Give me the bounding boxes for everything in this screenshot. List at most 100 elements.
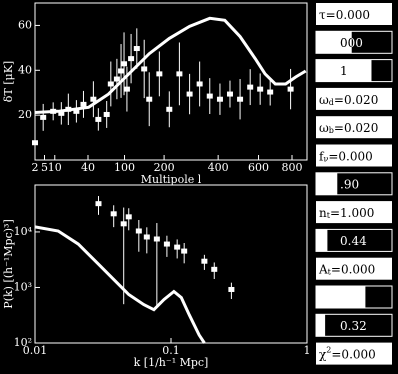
slider[interactable]: 0.44 xyxy=(315,228,393,252)
slider[interactable]: 1 xyxy=(315,59,393,83)
data-point xyxy=(32,140,38,146)
subscript: t xyxy=(327,211,331,220)
x-tick-label: 40 xyxy=(81,161,95,174)
data-point xyxy=(163,241,170,247)
data-point xyxy=(58,110,65,116)
data-point xyxy=(156,71,163,77)
slider[interactable] xyxy=(315,285,393,309)
parameter-field[interactable]: χ2=0.000 xyxy=(316,342,392,365)
data-point xyxy=(73,108,80,114)
value: =0.020 xyxy=(334,121,378,135)
parameter-field[interactable]: fν=0.000 xyxy=(316,144,392,167)
data-point xyxy=(211,266,218,272)
data-point xyxy=(226,91,233,97)
x-tick-label: 800 xyxy=(281,161,302,174)
x-tick-label: 1 xyxy=(304,344,311,357)
x-tick-label: 600 xyxy=(248,161,269,174)
parameter-field[interactable]: nt=1.000 xyxy=(316,201,392,224)
slider[interactable]: 0.32 xyxy=(315,313,393,337)
y-tick-label: 10⁴ xyxy=(14,225,33,238)
data-point xyxy=(267,89,274,95)
parameter-label: τ=0.000 xyxy=(319,8,370,22)
data-point xyxy=(113,76,120,82)
field-box xyxy=(316,257,392,280)
parameter-field[interactable]: At=0.000 xyxy=(316,257,392,280)
parameter-field[interactable]: ωd=0.020 xyxy=(316,87,392,110)
slider-value: 0.32 xyxy=(340,319,367,333)
parameter-label: ωb=0.020 xyxy=(319,121,378,136)
symbol: ω xyxy=(319,121,329,135)
subscript: d xyxy=(329,98,334,107)
slider-fill xyxy=(316,286,366,308)
symbol: χ xyxy=(319,347,327,361)
symbol: A xyxy=(318,262,328,276)
plot-frame xyxy=(34,2,308,161)
value: =0.000 xyxy=(331,347,375,361)
parameter-label: fν=0.000 xyxy=(319,149,373,164)
data-point xyxy=(181,248,188,254)
data-point xyxy=(65,106,72,112)
x-tick-label: 100 xyxy=(114,161,135,174)
data-point xyxy=(146,96,153,102)
data-point xyxy=(123,86,130,92)
y-tick-label: 10² xyxy=(14,336,32,349)
slider-fill xyxy=(316,59,372,82)
data-point xyxy=(257,86,264,92)
data-point xyxy=(186,91,193,97)
x-axis-label: Multipole l xyxy=(141,173,202,186)
data-point xyxy=(176,71,183,77)
data-point xyxy=(40,114,47,120)
x-tick-label: 10 xyxy=(48,161,62,174)
value: =0.020 xyxy=(334,92,378,106)
data-point xyxy=(50,108,57,114)
control-panel: τ=0.0000001ωd=0.020ωb=0.020fν=0.000.90nt… xyxy=(315,3,393,365)
x-tick-label: 5 xyxy=(41,161,48,174)
data-point xyxy=(95,201,102,207)
data-point xyxy=(133,46,140,52)
data-point xyxy=(95,116,102,122)
slider-value: 000 xyxy=(340,36,363,50)
value: =0.000 xyxy=(331,262,375,276)
data-point xyxy=(247,84,254,90)
data-point xyxy=(196,81,203,87)
data-point xyxy=(120,221,127,227)
y-axis-label: δT [μK] xyxy=(2,61,15,102)
data-point xyxy=(143,234,150,240)
parameter-field[interactable]: ωb=0.020 xyxy=(316,116,392,139)
field-box xyxy=(316,3,392,25)
symbol: f xyxy=(319,149,325,163)
parameter-field[interactable]: τ=0.000 xyxy=(316,3,392,25)
symbol: ω xyxy=(319,92,329,106)
field-box xyxy=(316,116,392,139)
data-point xyxy=(125,214,132,220)
slider-fill xyxy=(316,31,352,54)
symbol: τ=0.000 xyxy=(319,8,370,22)
data-point xyxy=(110,211,117,217)
slider-value: .90 xyxy=(340,177,359,191)
data-point xyxy=(237,96,244,102)
data-point xyxy=(228,286,235,292)
y-axis-label: P(k) [(h⁻¹Mpc)³] xyxy=(2,219,15,309)
data-point xyxy=(103,111,110,117)
x-tick-label: 400 xyxy=(208,161,229,174)
subscript: ν xyxy=(323,155,328,164)
slider[interactable]: 000 xyxy=(315,30,393,54)
data-point xyxy=(121,61,128,67)
x-tick-label: 0.01 xyxy=(23,344,48,357)
data-point xyxy=(128,56,135,62)
superscript: 2 xyxy=(326,346,331,355)
symbol: n xyxy=(319,206,327,220)
theory-curve xyxy=(34,16,307,114)
data-point xyxy=(216,96,223,102)
slider[interactable]: .90 xyxy=(315,172,393,196)
parameter-label: nt=1.000 xyxy=(319,206,374,221)
plot-frame xyxy=(34,184,308,344)
slider-value: 1 xyxy=(340,64,348,78)
x-tick-label: 200 xyxy=(154,161,175,174)
data-point xyxy=(206,93,213,99)
x-tick-label: 2 xyxy=(32,161,39,174)
subscript: b xyxy=(329,126,334,135)
field-box xyxy=(316,87,392,110)
data-point xyxy=(153,236,160,242)
slider-fill xyxy=(316,229,328,252)
